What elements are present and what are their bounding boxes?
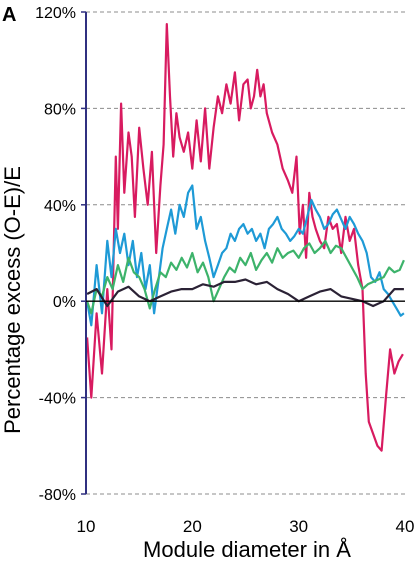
x-tick-label: 20 — [183, 517, 202, 536]
series-line-4 — [86, 278, 404, 308]
x-tick-label: 30 — [289, 517, 308, 536]
x-tick-label: 40 — [396, 517, 415, 536]
panel-label: A — [2, 4, 16, 26]
x-axis-title: Module diameter in Å — [143, 537, 351, 562]
y-tick-label: 120% — [35, 5, 76, 22]
series-line-2 — [86, 184, 405, 327]
series-layer — [86, 23, 405, 452]
y-tick-label: 0% — [53, 294, 76, 311]
series-line-3 — [86, 239, 405, 315]
y-axis-title: Percentage excess (O-E)/E — [0, 166, 25, 434]
y-tick-label: -40% — [39, 391, 76, 408]
x-tick-label: 10 — [77, 517, 96, 536]
y-tick-label: 80% — [44, 101, 76, 118]
y-tick-label: -80% — [39, 487, 76, 504]
axis-layer — [81, 11, 405, 495]
y-tick-label: 40% — [44, 198, 76, 215]
tick-layer: 120% 80% 40% 0% -40% -80%10 20 30 40 — [35, 5, 414, 536]
series-line-1 — [86, 23, 404, 452]
